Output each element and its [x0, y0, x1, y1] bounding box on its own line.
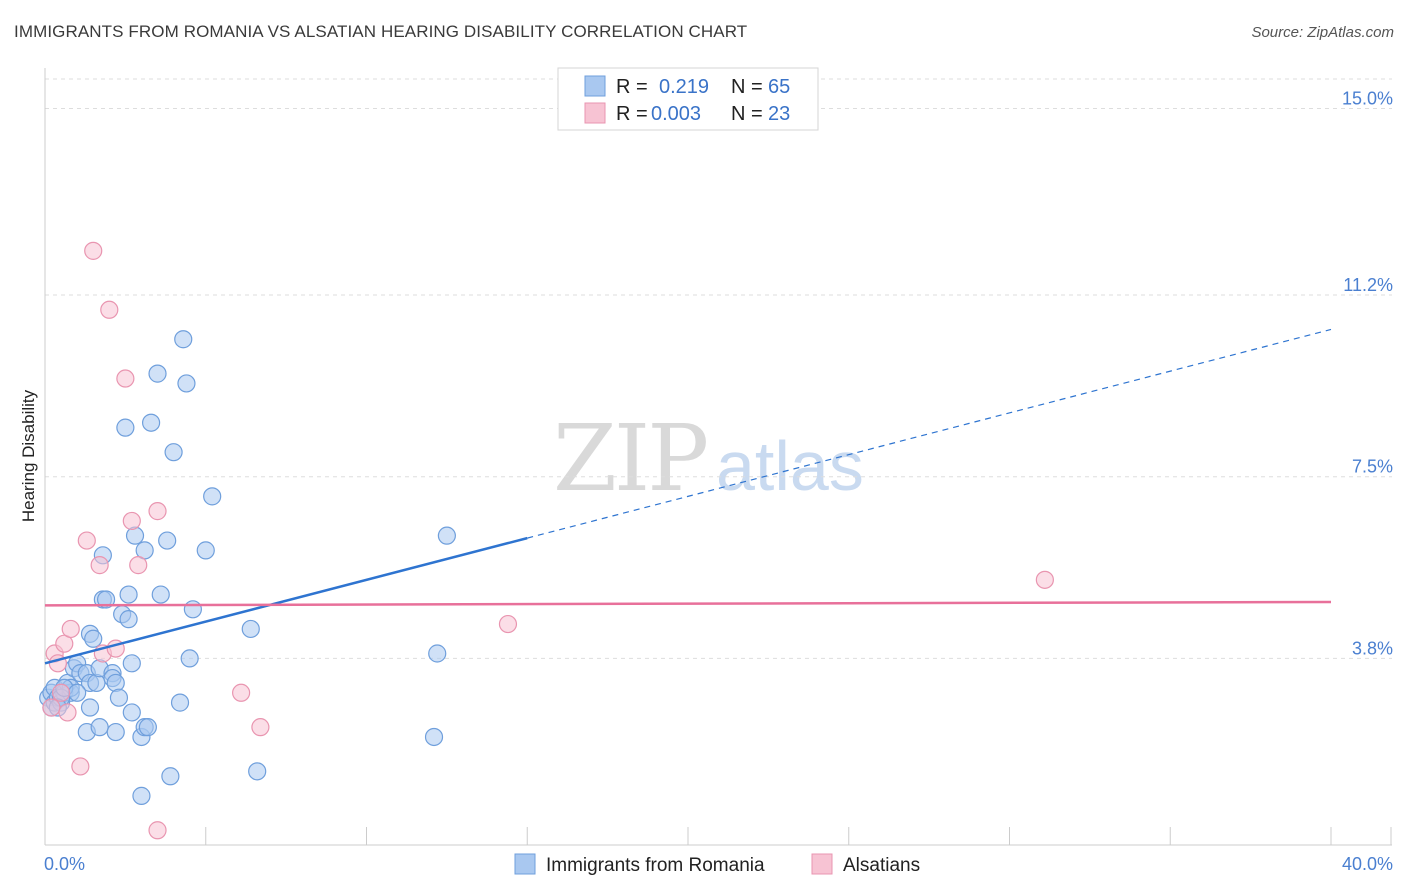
romania-point-17: [84, 629, 103, 648]
romania-point-58: [80, 698, 100, 717]
legend-n-value-1: 65: [768, 76, 790, 98]
romania-point-62: [106, 722, 125, 742]
y-tick-labels: 3.8% 7.5% 11.2% 15.0%: [1342, 88, 1393, 658]
alsatians-point-8: [84, 241, 103, 260]
alsatians-point-20: [498, 614, 518, 634]
bottom-legend-swatch-romania: [514, 853, 536, 875]
romania-point-40: [148, 364, 167, 383]
alsatians-point-17: [148, 821, 167, 840]
legend-n-label-1: N =: [731, 76, 763, 98]
romania-point-33: [125, 526, 145, 545]
trend-lines: [44, 328, 1332, 665]
romania-point-49: [183, 600, 202, 619]
romania-point-56: [424, 727, 444, 747]
alsatians-point-16: [148, 502, 167, 521]
romania-point-25: [106, 673, 125, 693]
alsatians-point-13: [116, 369, 135, 388]
romania-point-51: [203, 487, 222, 506]
romania-point-31: [122, 654, 141, 673]
romania-point-52: [241, 619, 260, 639]
watermark-atlas: atlas: [716, 427, 864, 505]
romania-point-43: [161, 767, 180, 786]
chart-source: Source: ZipAtlas.com: [1251, 24, 1394, 41]
alsatians-point-9: [90, 556, 109, 575]
x-tick-label-max: 40.0%: [1342, 854, 1393, 874]
alsatians-point-21: [1035, 570, 1054, 589]
romania-point-22: [96, 590, 116, 609]
y-tick-label-0: 3.8%: [1352, 638, 1393, 658]
x-tick-label-min: 0.0%: [44, 854, 85, 874]
legend-swatch-alsatians: [584, 102, 606, 124]
legend-r-value-2: 0.003: [651, 103, 701, 125]
romania-point-59: [90, 718, 109, 737]
legend-top: R = 0.219 N = 65 R = 0.003 N = 23: [557, 67, 819, 131]
romania-point-38: [138, 718, 157, 737]
romania-point-29: [119, 585, 138, 604]
alsatians-point-0: [42, 698, 61, 717]
alsatians-point-7: [77, 531, 96, 550]
y-tick-label-2: 11.2%: [1343, 275, 1393, 295]
romania-point-30: [119, 610, 138, 629]
alsatians-point-11: [100, 300, 119, 319]
legend-r-value-1: 0.219: [659, 76, 709, 98]
romania-point-54: [428, 644, 447, 663]
alsatians-point-14: [122, 511, 141, 531]
romania-point-41: [151, 585, 170, 604]
alsatians-point-4: [58, 703, 77, 722]
alsatians-point-5: [61, 619, 80, 639]
alsatians-point-22: [51, 683, 71, 702]
romania-point-18: [87, 673, 106, 693]
grid-lines: [45, 78, 1392, 659]
trend-alsatians: [44, 600, 1332, 607]
watermark-zip: ZIP: [553, 405, 706, 512]
romania-point-50: [196, 541, 215, 560]
romania-point-42: [158, 531, 177, 550]
alsatians-point-18: [232, 683, 251, 702]
romania-point-64: [68, 683, 87, 702]
chart-title: IMMIGRANTS FROM ROMANIA VS ALSATIAN HEAR…: [14, 22, 748, 41]
legend-n-label-2: N =: [731, 103, 763, 125]
romania-point-32: [122, 703, 141, 722]
alsatians-point-15: [129, 556, 148, 575]
bottom-legend-romania: Immigrants from Romania: [546, 855, 765, 876]
romania-point-39: [141, 413, 161, 432]
alsatians-point-6: [71, 757, 90, 776]
romania-point-45: [170, 693, 190, 712]
romania-point-44: [164, 443, 183, 462]
legend-r-label-2: R =: [616, 103, 648, 125]
legend-bottom: Immigrants from Romania Alsatians: [514, 853, 920, 876]
x-tick-labels: 0.0% 40.0%: [44, 854, 1393, 874]
romania-point-28: [116, 418, 135, 437]
axes: [44, 68, 1392, 846]
romania-point-55: [437, 526, 456, 545]
romania-point-47: [177, 374, 196, 393]
legend-swatch-romania: [584, 75, 606, 97]
y-axis-label: Hearing Disability: [19, 389, 38, 522]
series-alsatians-points: [42, 241, 1054, 840]
romania-point-35: [132, 786, 151, 805]
romania-point-48: [180, 649, 199, 668]
romania-point-46: [174, 330, 193, 349]
bottom-legend-swatch-alsatians: [811, 853, 833, 875]
romania-point-26: [109, 688, 129, 707]
trend-romania-solid: [44, 536, 528, 665]
legend-n-value-2: 23: [768, 103, 790, 125]
watermark: ZIP atlas: [553, 405, 864, 512]
y-tick-label-1: 7.5%: [1352, 457, 1393, 477]
romania-point-53: [248, 762, 267, 781]
bottom-legend-alsatians: Alsatians: [843, 855, 920, 876]
alsatians-point-19: [251, 718, 270, 737]
y-tick-label-3: 15.0%: [1342, 88, 1393, 108]
legend-r-label-1: R =: [616, 76, 648, 98]
